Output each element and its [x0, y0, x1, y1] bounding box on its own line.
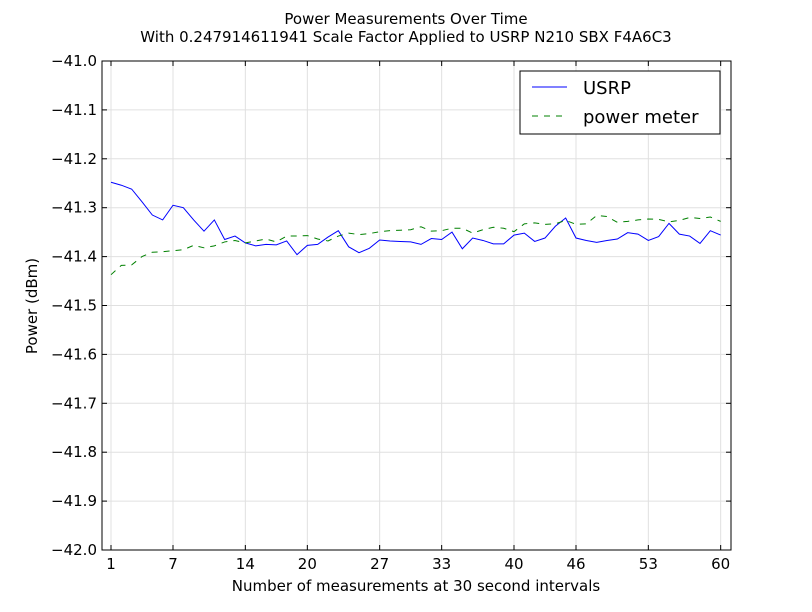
y-tick-label: −41.0 — [51, 52, 97, 70]
legend-label-usrp: USRP — [583, 78, 631, 99]
x-tick-label: 1 — [106, 555, 116, 573]
y-tick-label: −41.4 — [51, 248, 97, 266]
y-tick-label: −41.5 — [51, 297, 97, 315]
legend-box — [519, 70, 721, 135]
x-tick-label: 33 — [432, 555, 451, 573]
y-tick-label: −42.0 — [51, 541, 97, 559]
chart-title: Power Measurements Over Time — [284, 10, 527, 28]
x-tick-label: 60 — [711, 555, 730, 573]
chart-subtitle: With 0.247914611941 Scale Factor Applied… — [140, 28, 671, 46]
x-tick-label: 14 — [236, 555, 255, 573]
series-line-power-meter — [110, 215, 721, 276]
legend-label-power-meter: power meter — [583, 107, 699, 128]
x-tick-label: 53 — [639, 555, 658, 573]
x-tick-label: 7 — [168, 555, 178, 573]
y-tick-label: −41.3 — [51, 199, 97, 217]
y-tick-label: −41.2 — [51, 150, 97, 168]
series-lines — [110, 181, 721, 276]
axis-ticks: 1 7 14 20 27 33 40 46 53 60 −41.0 −41.1 −41.2 −41.3 −4… — [51, 52, 731, 573]
x-tick-label: 27 — [370, 555, 389, 573]
x-tick-label: 40 — [504, 555, 523, 573]
y-tick-label: −41.7 — [51, 394, 97, 412]
y-tick-label: −41.1 — [51, 101, 97, 119]
legend: USRP power meter — [519, 70, 721, 135]
y-tick-label: −41.9 — [51, 492, 97, 510]
series-line-usrp — [110, 181, 721, 256]
y-tick-label: −41.6 — [51, 345, 97, 363]
y-axis-label: Power (dBm) — [23, 258, 41, 354]
x-tick-label: 20 — [298, 555, 317, 573]
y-tick-label: −41.8 — [51, 443, 97, 461]
x-tick-label: 46 — [566, 555, 585, 573]
x-axis-label: Number of measurements at 30 second inte… — [232, 577, 601, 595]
